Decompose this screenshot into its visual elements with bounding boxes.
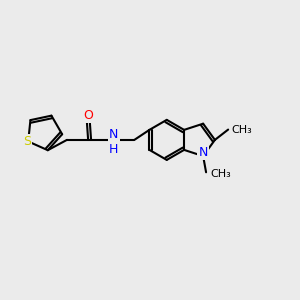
Text: N: N <box>198 146 208 159</box>
Text: S: S <box>23 135 31 148</box>
Text: CH₃: CH₃ <box>231 124 252 135</box>
Text: CH₃: CH₃ <box>211 169 231 179</box>
Text: O: O <box>83 109 93 122</box>
Text: N
H: N H <box>109 128 119 156</box>
